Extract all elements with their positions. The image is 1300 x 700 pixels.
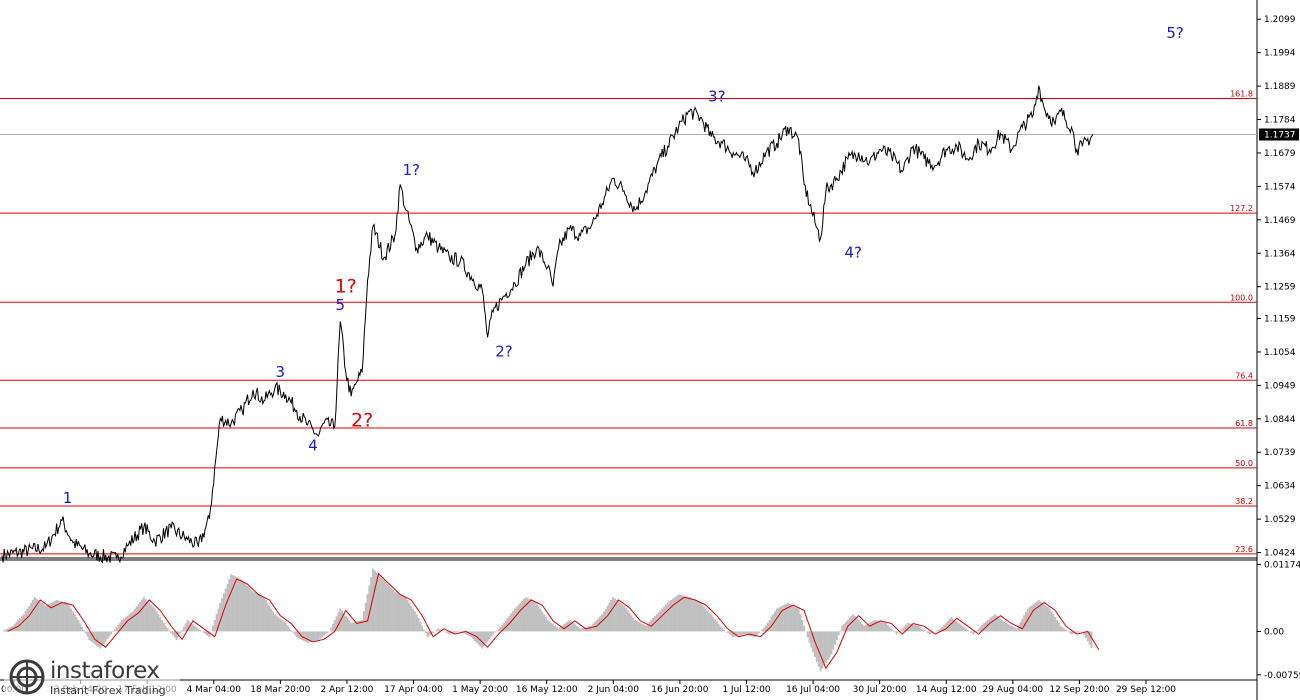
price-tick-label: 1.1469 <box>1264 216 1296 226</box>
price-tick-label: 1.1994 <box>1264 49 1296 59</box>
wave-label: 4? <box>844 244 862 262</box>
time-tick-label: 12 Sep 20:00 <box>1049 685 1109 695</box>
time-tick-label: 17 Apr 04:00 <box>384 685 443 695</box>
wave-label: 2? <box>495 342 513 360</box>
time-tick-label: 4 Mar 04:00 <box>187 685 242 695</box>
price-tick-label: 1.1259 <box>1264 283 1296 293</box>
wave-label: 2? <box>351 409 373 431</box>
time-tick-label: 29 Sep 12:00 <box>1116 685 1176 695</box>
wave-label: 1? <box>402 161 420 179</box>
price-line <box>1 85 1094 564</box>
current-price-box <box>1259 128 1299 141</box>
price-tick-label: 1.1159 <box>1264 315 1296 325</box>
logo-tagline: Instant Forex Trading <box>50 684 166 697</box>
current-price-text: 1.1737 <box>1264 130 1296 140</box>
instaforex-logo[interactable]: instaforex Instant Forex Trading <box>4 656 180 698</box>
fib-level-label: 61.8 <box>1235 419 1253 428</box>
fib-level-label: 76.4 <box>1235 371 1253 380</box>
fib-level-label: 161.8 <box>1230 90 1253 99</box>
wave-label: 3 <box>276 363 286 381</box>
fib-level-label: 50.0 <box>1235 459 1253 468</box>
price-tick-label: 1.1784 <box>1264 116 1296 126</box>
time-tick-label: 29 Aug 04:00 <box>982 685 1043 695</box>
time-tick-label: 1 May 20:00 <box>452 685 508 695</box>
price-tick-label: 1.0424 <box>1264 549 1296 559</box>
current-price-label: 1.1737 <box>1259 128 1299 141</box>
price-tick-label: 1.1679 <box>1264 149 1296 159</box>
fib-level-label: 100.0 <box>1230 293 1253 302</box>
time-tick-label: 18 Mar 20:00 <box>250 685 310 695</box>
time-tick-label: 2 Jun 04:00 <box>588 685 640 695</box>
price-tick-label: 1.2099 <box>1264 15 1296 25</box>
logo-brand: instaforex <box>50 658 160 684</box>
price-tick-label: 1.0529 <box>1264 515 1296 525</box>
osc-signal-line <box>7 572 1100 670</box>
price-tick-label: 1.0634 <box>1264 482 1296 492</box>
fib-level-label: 38.2 <box>1235 497 1253 506</box>
wave-label: 4 <box>308 436 318 454</box>
time-tick-label: 2 Apr 12:00 <box>320 685 373 695</box>
wave-label: 1 <box>63 489 73 507</box>
osc-tick-label: -0.00759 <box>1264 671 1300 681</box>
oscillator-panel <box>2 568 1100 672</box>
wave-label: 1? <box>335 276 357 298</box>
price-tick-label: 1.0739 <box>1264 448 1296 458</box>
time-tick-label: 16 Jul 04:00 <box>786 685 840 695</box>
fib-levels: 161.8 127.2 100.0 76.4 61.8 50.0 38.2 23.6 <box>0 0 1258 700</box>
time-tick-label: 1 Jul 12:00 <box>722 685 771 695</box>
price-series <box>1 85 1094 564</box>
wave-label: 3? <box>708 88 726 106</box>
price-axis: 1.2099 1.1994 1.1889 1.1784 1.1679 1.1574 1.14… <box>1257 15 1296 559</box>
fib-level-label: 23.6 <box>1235 545 1253 554</box>
price-tick-label: 1.0949 <box>1264 381 1296 391</box>
time-tick-label: 16 Jun 20:00 <box>651 685 708 695</box>
wave-label: 5? <box>1166 24 1184 42</box>
price-tick-label: 1.1364 <box>1264 249 1296 259</box>
instaforex-mark-icon <box>9 659 45 695</box>
osc-tick-label: 0.01174 <box>1264 560 1300 570</box>
time-tick-label: 14 Aug 12:00 <box>916 685 977 695</box>
time-tick-label: 30 Jul 20:00 <box>853 685 907 695</box>
time-tick-label: 16 May 12:00 <box>516 685 578 695</box>
osc-tick-label: 0.00 <box>1264 627 1284 637</box>
osc-axis: 0.01174 0.00 -0.00759 <box>1257 560 1300 681</box>
price-tick-label: 1.1054 <box>1264 348 1296 358</box>
fib-level-label: 127.2 <box>1230 204 1253 213</box>
price-tick-label: 1.1889 <box>1264 82 1296 92</box>
price-tick-label: 1.1574 <box>1264 182 1296 192</box>
wave-label: 5 <box>336 296 346 314</box>
price-tick-label: 1.0844 <box>1264 415 1296 425</box>
